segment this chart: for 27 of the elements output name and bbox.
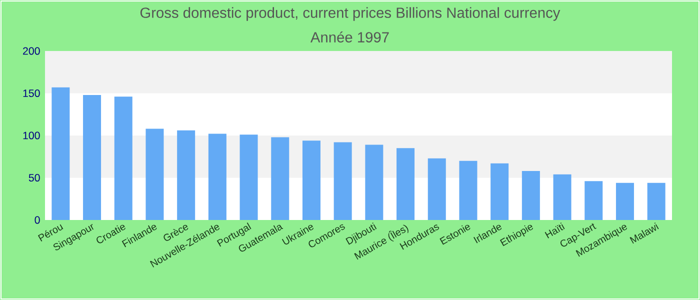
chart-subtitle: Année 1997 — [310, 32, 389, 42]
bar — [146, 128, 164, 220]
bar — [490, 163, 509, 220]
y-tick-label: 50 — [28, 174, 40, 182]
y-tick-label: 100 — [23, 132, 40, 140]
bar — [334, 142, 352, 220]
bar — [365, 144, 384, 220]
chart-title: Gross domestic product, current prices Billions National currency — [140, 7, 560, 21]
bar — [114, 96, 132, 220]
bar — [83, 94, 102, 220]
bar — [647, 182, 666, 220]
bar — [208, 134, 226, 220]
bar — [177, 130, 196, 220]
bar — [584, 181, 603, 220]
bar — [396, 148, 415, 220]
bar — [52, 87, 70, 220]
y-tick-label: 200 — [23, 47, 40, 55]
bar — [553, 174, 572, 220]
bar — [240, 134, 258, 220]
bar — [428, 158, 446, 220]
bar — [522, 170, 540, 220]
bar — [616, 182, 634, 220]
bar — [271, 137, 290, 220]
bar — [302, 140, 320, 220]
y-tick-label: 150 — [23, 89, 40, 98]
bar — [459, 160, 478, 220]
y-tick-label: 0 — [34, 216, 40, 224]
